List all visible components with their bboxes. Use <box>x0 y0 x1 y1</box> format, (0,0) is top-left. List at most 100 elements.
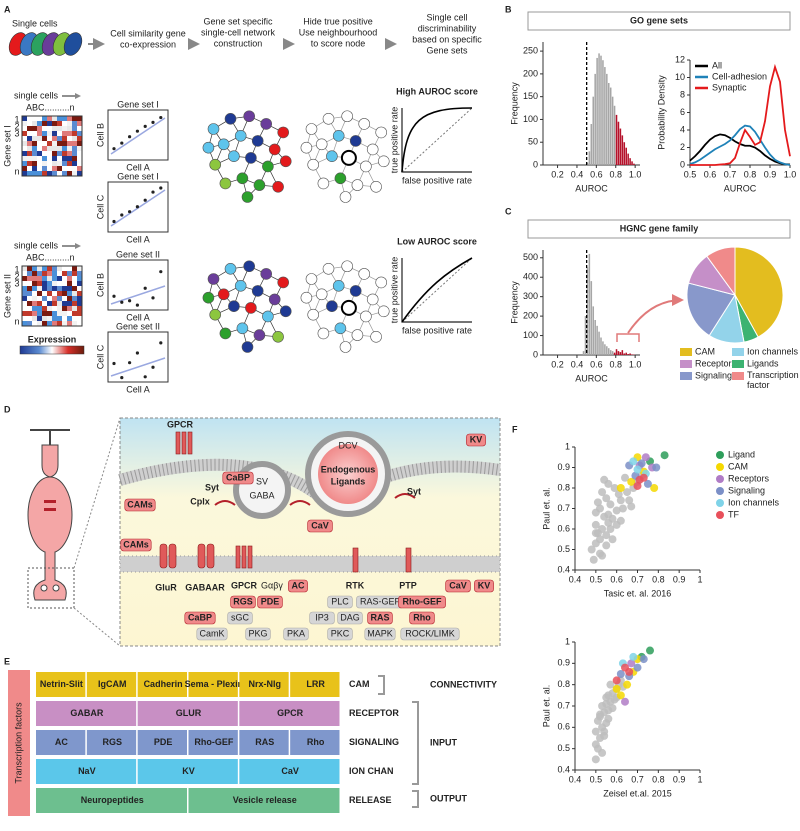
matrix-cell <box>32 296 37 301</box>
matrix-cell <box>27 136 32 141</box>
synapse-label: CaV <box>311 520 329 530</box>
row-label: RELEASE <box>349 795 392 805</box>
matrix-cell <box>57 171 62 176</box>
network-node <box>366 143 379 156</box>
fit-line <box>110 117 166 155</box>
matrix-cell <box>47 296 52 301</box>
x-tick-label: 0.9 <box>764 169 777 179</box>
matrix-cell <box>62 266 67 271</box>
network-node <box>305 123 318 135</box>
network-node <box>315 138 328 151</box>
matrix-cell <box>42 291 47 296</box>
schematic-dot <box>112 361 116 366</box>
network-node <box>375 276 388 289</box>
matrix-cell <box>32 321 37 326</box>
matrix-cell <box>77 151 82 156</box>
pathway-box <box>327 627 353 641</box>
family-label: GABAR <box>70 708 103 718</box>
roc-y: true positive rate <box>389 257 399 324</box>
matrix-cell <box>52 291 57 296</box>
network-node <box>241 341 254 353</box>
matrix-cell <box>42 171 47 176</box>
schematic-dot <box>151 190 155 194</box>
y-tick-label: 150 <box>523 91 538 101</box>
pathway-box <box>245 627 271 641</box>
matrix-index: n <box>14 166 19 176</box>
matrix-cell <box>57 276 62 281</box>
network-node <box>207 273 220 285</box>
matrix-cell <box>42 116 47 121</box>
histogram-bar <box>604 344 606 355</box>
step-text: Use neighbourhood <box>299 27 378 37</box>
matrix-cell <box>77 306 82 311</box>
matrix-cell <box>22 306 27 311</box>
matrix-cell <box>42 156 47 161</box>
y-tick-label: 400 <box>523 272 538 282</box>
matrix-cell <box>57 156 62 161</box>
matrix-index: n <box>14 316 19 326</box>
matrix-cell <box>32 171 37 176</box>
schematic-dot <box>128 361 132 365</box>
scatter-point <box>650 484 659 492</box>
x-tick-label: 1.0 <box>629 169 642 179</box>
matrix-cell <box>42 321 47 326</box>
synapse-label: RGS <box>233 596 253 606</box>
group-label: OUTPUT <box>430 793 468 803</box>
network-node <box>268 293 281 306</box>
y-tick-label: 0 <box>680 159 685 169</box>
x-axis-label: AUROC <box>724 183 757 193</box>
scatter-point <box>598 551 607 560</box>
x-tick-label: 0.2 <box>551 169 564 179</box>
step-text: Single cell <box>426 12 467 22</box>
matrix-cell <box>27 161 32 166</box>
synapse-label: DCV <box>338 440 357 450</box>
matrix-cell <box>72 301 77 306</box>
family-label: RGS <box>102 737 122 747</box>
scatter-point <box>629 652 638 661</box>
y-tick-label: 10 <box>675 72 685 82</box>
histogram-bar <box>592 96 595 165</box>
matrix-cell <box>52 296 57 301</box>
matrix-cell <box>22 151 27 156</box>
matrix-cell <box>47 266 52 271</box>
roc-diagonal <box>401 257 473 323</box>
matrix-cell <box>37 156 42 161</box>
matrix-cell <box>22 171 27 176</box>
matrix-cell <box>22 156 27 161</box>
y-axis-label: Paul et. al. <box>541 685 551 728</box>
x-tick-label: 0.2 <box>551 359 564 369</box>
schematic-dot <box>159 186 163 190</box>
y-axis-label: Frequency <box>509 281 519 324</box>
synapse-label: GABAAR <box>185 582 225 592</box>
histogram-bar <box>594 320 596 355</box>
scatter-point <box>598 525 607 533</box>
network-node <box>234 279 247 292</box>
histogram-bar <box>619 128 622 165</box>
pathway-box <box>327 595 353 609</box>
protein-box <box>466 433 486 447</box>
pathway-box <box>196 627 228 641</box>
schematic-dot <box>159 341 163 345</box>
synapse-label: PKG <box>248 628 267 638</box>
x-tick-label: 0.4 <box>569 774 582 784</box>
scatter-point <box>610 484 619 492</box>
row-label: CAM <box>349 679 370 689</box>
x-tick-label: 0.6 <box>590 359 603 369</box>
synapse-label: PKA <box>287 628 305 638</box>
family-label: Vesicle release <box>233 795 297 805</box>
matrix-cell <box>52 156 57 161</box>
protein-box <box>367 611 393 625</box>
network-node <box>300 141 313 154</box>
matrix-index: 2 <box>14 121 19 131</box>
step-text: Gene set specific <box>203 16 273 26</box>
network-node <box>339 191 352 203</box>
step-text: to score node <box>311 38 366 48</box>
matrix-cell <box>37 306 42 311</box>
synapse-label: PDE <box>261 596 280 606</box>
schematic-dot <box>159 115 163 120</box>
schematic-dot <box>159 270 163 274</box>
family-label: AC <box>55 737 68 747</box>
tail-arrow <box>627 294 684 334</box>
density-line <box>689 124 791 166</box>
matrix-cell <box>37 141 42 146</box>
